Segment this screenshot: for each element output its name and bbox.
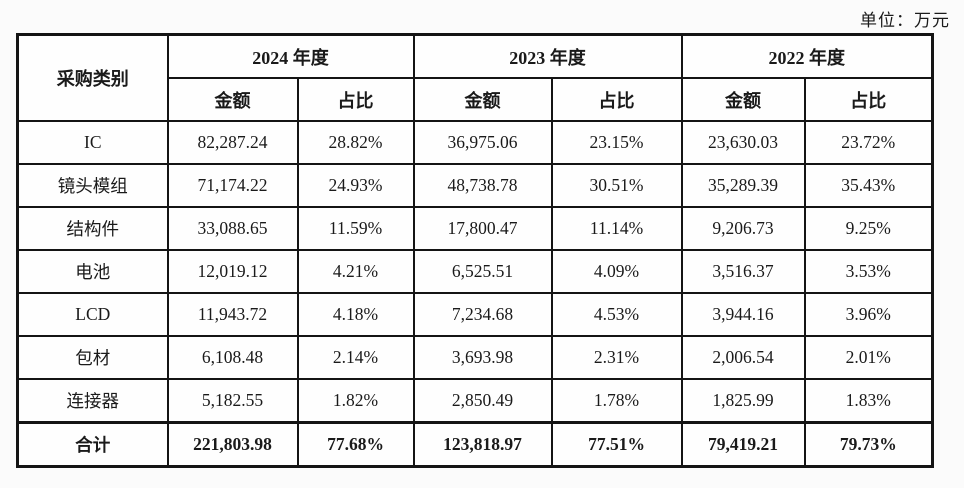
table-row-ic: IC 82,287.24 28.82% 36,975.06 23.15% 23,… [16,120,934,165]
ratio-2024-cell: 24.93% [296,163,415,208]
amount-header-2023: 金额 [412,77,553,122]
amount-header-2022: 金额 [680,77,806,122]
ratio-header-2023: 占比 [550,77,683,122]
ratio-2024-cell: 28.82% [296,120,415,165]
amount-2023-cell: 6,525.51 [412,249,553,294]
ratio-2022-cell: 23.72% [803,120,934,165]
category-cell: 连接器 [16,378,169,424]
amount-2023-cell: 3,693.98 [412,335,553,380]
amount-2023-total-cell: 123,818.97 [412,421,553,468]
table-row-battery: 电池 12,019.12 4.21% 6,525.51 4.09% 3,516.… [16,249,934,294]
ratio-2022-cell: 35.43% [803,163,934,208]
ratio-2024-cell: 1.82% [296,378,415,424]
table-row-connector: 连接器 5,182.55 1.82% 2,850.49 1.78% 1,825.… [16,378,934,424]
table-row-packaging: 包材 6,108.48 2.14% 3,693.98 2.31% 2,006.5… [16,335,934,380]
ratio-2022-total-cell: 79.73% [803,421,934,468]
ratio-2024-cell: 4.21% [296,249,415,294]
ratio-2023-cell: 4.09% [550,249,683,294]
category-cell: 镜头模组 [16,163,169,208]
amount-2024-cell: 71,174.22 [166,163,299,208]
table-row-lcd: LCD 11,943.72 4.18% 7,234.68 4.53% 3,944… [16,292,934,337]
amount-header-2024: 金额 [166,77,299,122]
category-cell: 包材 [16,335,169,380]
amount-2024-cell: 33,088.65 [166,206,299,251]
table-row-total: 合计 221,803.98 77.68% 123,818.97 77.51% 7… [16,421,934,468]
procurement-by-category-table: 采购类别 2024 年度 2023 年度 2022 年度 金额 占比 金额 占比… [16,33,934,468]
amount-2022-cell: 3,944.16 [680,292,806,337]
ratio-2023-cell: 1.78% [550,378,683,424]
amount-2022-cell: 9,206.73 [680,206,806,251]
ratio-2023-cell: 4.53% [550,292,683,337]
table-row-structural-parts: 结构件 33,088.65 11.59% 17,800.47 11.14% 9,… [16,206,934,251]
amount-2022-cell: 23,630.03 [680,120,806,165]
ratio-header-2024: 占比 [296,77,415,122]
amount-2022-cell: 35,289.39 [680,163,806,208]
category-cell: 结构件 [16,206,169,251]
amount-2024-total-cell: 221,803.98 [166,421,299,468]
amount-2024-cell: 82,287.24 [166,120,299,165]
ratio-2023-cell: 2.31% [550,335,683,380]
year-header-2024: 2024 年度 [166,33,415,79]
unit-label: 单位：万元 [860,11,950,30]
category-cell: LCD [16,292,169,337]
amount-2024-cell: 11,943.72 [166,292,299,337]
amount-2023-cell: 17,800.47 [412,206,553,251]
ratio-2022-cell: 2.01% [803,335,934,380]
category-cell: 电池 [16,249,169,294]
ratio-2022-cell: 3.96% [803,292,934,337]
category-cell: IC [16,120,169,165]
category-cell-total: 合计 [16,421,169,468]
ratio-2023-cell: 30.51% [550,163,683,208]
amount-2023-cell: 48,738.78 [412,163,553,208]
year-header-2022: 2022 年度 [680,33,934,79]
amount-2024-cell: 5,182.55 [166,378,299,424]
ratio-2024-total-cell: 77.68% [296,421,415,468]
ratio-2022-cell: 3.53% [803,249,934,294]
amount-2022-total-cell: 79,419.21 [680,421,806,468]
ratio-2022-cell: 1.83% [803,378,934,424]
amount-2022-cell: 2,006.54 [680,335,806,380]
ratio-header-2022: 占比 [803,77,934,122]
year-header-2023: 2023 年度 [412,33,683,79]
ratio-2023-cell: 23.15% [550,120,683,165]
corner-header-category: 采购类别 [16,33,169,122]
amount-2023-cell: 7,234.68 [412,292,553,337]
amount-2023-cell: 36,975.06 [412,120,553,165]
ratio-2023-total-cell: 77.51% [550,421,683,468]
amount-2022-cell: 3,516.37 [680,249,806,294]
year-header-row: 采购类别 2024 年度 2023 年度 2022 年度 [16,33,934,122]
ratio-2022-cell: 9.25% [803,206,934,251]
amount-2024-cell: 6,108.48 [166,335,299,380]
ratio-2024-cell: 2.14% [296,335,415,380]
ratio-2024-cell: 11.59% [296,206,415,251]
sub-header-row: 金额 占比 金额 占比 金额 占比 [18,77,934,122]
amount-2023-cell: 2,850.49 [412,378,553,424]
amount-2022-cell: 1,825.99 [680,378,806,424]
amount-2024-cell: 12,019.12 [166,249,299,294]
ratio-2023-cell: 11.14% [550,206,683,251]
table-row-lens-module: 镜头模组 71,174.22 24.93% 48,738.78 30.51% 3… [16,163,934,208]
ratio-2024-cell: 4.18% [296,292,415,337]
